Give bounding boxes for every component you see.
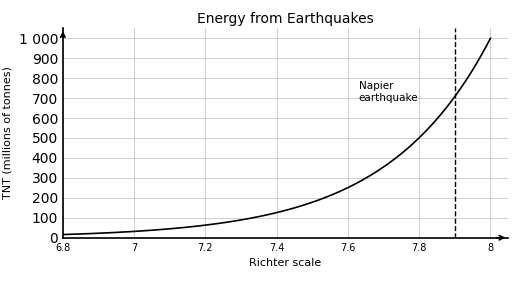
Y-axis label: TNT (millions of tonnes): TNT (millions of tonnes): [3, 67, 13, 200]
Title: Energy from Earthquakes: Energy from Earthquakes: [197, 12, 374, 26]
X-axis label: Richter scale: Richter scale: [249, 258, 322, 268]
Text: Napier
earthquake: Napier earthquake: [358, 81, 418, 103]
